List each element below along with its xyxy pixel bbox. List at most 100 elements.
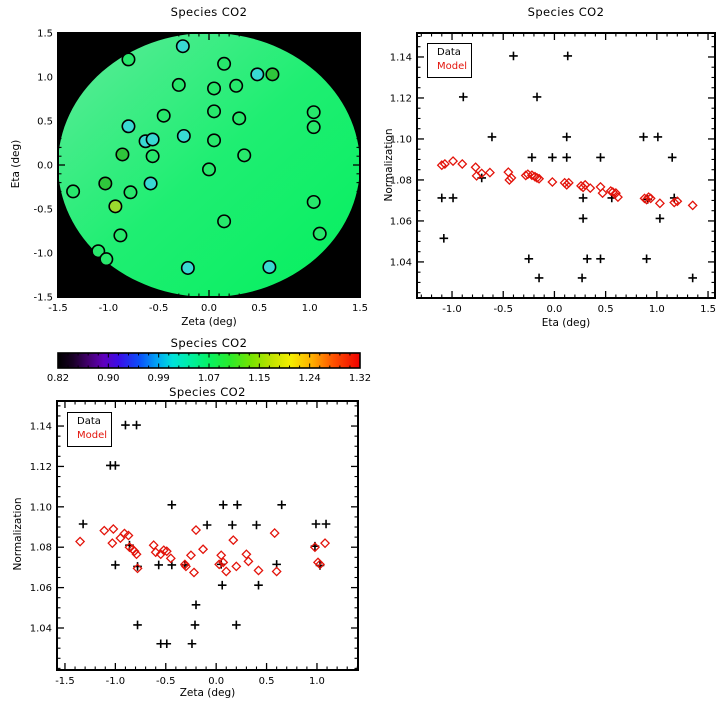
data-point-cross [167, 500, 177, 510]
model-point-diamond [198, 544, 209, 555]
data-point-cross [233, 500, 242, 510]
y-tick-label: 1.14 [390, 52, 412, 63]
data-point-cross [563, 51, 573, 61]
x-tick-label: -1.0 [106, 676, 126, 687]
model-point-diamond [320, 538, 331, 549]
data-point-cross [596, 153, 605, 162]
data-point-cross [437, 193, 447, 203]
data-point-cross [532, 92, 542, 102]
model-point-diamond [531, 172, 543, 183]
y-tick-label: 1.04 [390, 257, 412, 268]
x-tick-label: 0.0 [201, 303, 217, 314]
x-tick-label: 0.5 [259, 676, 275, 687]
map-source-point [202, 162, 217, 177]
data-point-cross [252, 520, 261, 530]
map-source-point [171, 77, 186, 92]
data-point-cross [653, 132, 663, 142]
model-point-diamond [578, 182, 589, 193]
y-tick-label: 1.14 [30, 422, 52, 433]
model-point-diamond [476, 168, 487, 179]
data-point-cross [162, 639, 172, 649]
model-point-diamond [243, 556, 254, 567]
data-point-cross [509, 51, 518, 61]
y-tick-label: 1.10 [30, 502, 52, 513]
eta-plot-xaxis-label: Eta (deg) [541, 317, 591, 329]
data-point-cross [458, 92, 468, 102]
model-point-diamond [132, 563, 143, 574]
data-point-cross [688, 273, 697, 283]
model-point-diamond [610, 188, 621, 199]
model-point-diamond [484, 167, 495, 178]
data-point-cross [562, 153, 572, 162]
x-tick-label: -0.5 [156, 676, 176, 687]
data-point-cross [667, 153, 677, 162]
x-tick-label: 0.5 [598, 304, 614, 315]
model-point-diamond [669, 197, 680, 208]
model-point-diamond [131, 549, 142, 560]
model-point-diamond [585, 183, 596, 194]
model-point-diamond [271, 566, 282, 577]
colorbar-tick-label: 1.15 [248, 373, 270, 384]
map-source-point [66, 184, 81, 199]
data-point-cross [277, 500, 286, 510]
model-point-diamond [148, 540, 159, 551]
zeta-plot-title: Species CO2 [169, 385, 246, 399]
legend-item-model: Model [437, 60, 468, 72]
colorbar-tick-label: 1.07 [198, 373, 220, 384]
model-point-diamond [269, 528, 280, 539]
model-point-diamond [115, 533, 126, 544]
y-tick-label: 1.12 [30, 462, 52, 473]
map-source-point [121, 119, 136, 134]
colorbar-title: Species CO2 [170, 336, 248, 350]
plot-frame [56, 400, 359, 671]
data-point-cross [227, 520, 237, 530]
map-source-point [306, 105, 321, 120]
data-point-cross [562, 132, 572, 142]
model-point-diamond [641, 194, 652, 205]
x-tick-label: 1.0 [302, 303, 318, 314]
model-point-diamond [526, 170, 537, 181]
map-source-point [143, 176, 158, 191]
data-point-cross [232, 620, 241, 630]
data-point-cross [639, 132, 648, 142]
map-source-point [121, 52, 136, 67]
model-point-diamond [612, 192, 623, 203]
data-point-cross [154, 560, 164, 570]
x-tick-label: -1.0 [99, 303, 119, 314]
model-point-diamond [687, 200, 698, 211]
model-point-diamond [563, 177, 574, 188]
data-point-cross [190, 620, 200, 630]
legend-item-data: Data [77, 416, 101, 427]
map-title: Species CO2 [170, 5, 248, 19]
y-tick-label: 1.08 [30, 543, 52, 554]
model-point-diamond [158, 545, 169, 556]
zeta-plot-legend: Data Model [67, 412, 112, 447]
y-tick-label: -0.5 [33, 205, 53, 216]
legend-item-data: Data [437, 47, 461, 58]
data-point-cross [121, 420, 130, 430]
map-source-point [115, 147, 130, 162]
data-point-cross [111, 560, 120, 570]
y-tick-label: 1.12 [390, 93, 412, 104]
model-point-diamond [218, 557, 229, 568]
x-tick-label: 1.5 [700, 304, 716, 315]
model-point-diamond [506, 172, 517, 183]
model-point-diamond [231, 561, 242, 572]
x-tick-label: 1.0 [649, 304, 665, 315]
model-point-diamond [99, 525, 110, 536]
y-tick-label: 1.0 [37, 73, 53, 84]
map-source-point [229, 78, 244, 93]
data-point-cross [218, 500, 228, 510]
y-tick-label: 1.06 [30, 583, 52, 594]
data-point-cross [582, 254, 592, 264]
map-source-point [250, 67, 265, 82]
data-point-cross [578, 214, 588, 223]
x-tick-label: 0.0 [546, 304, 562, 315]
y-tick-label: 1.08 [390, 175, 412, 186]
map-source-point [123, 185, 138, 200]
model-point-diamond [216, 550, 227, 561]
plot-frame [416, 32, 716, 299]
model-point-diamond [107, 538, 118, 549]
